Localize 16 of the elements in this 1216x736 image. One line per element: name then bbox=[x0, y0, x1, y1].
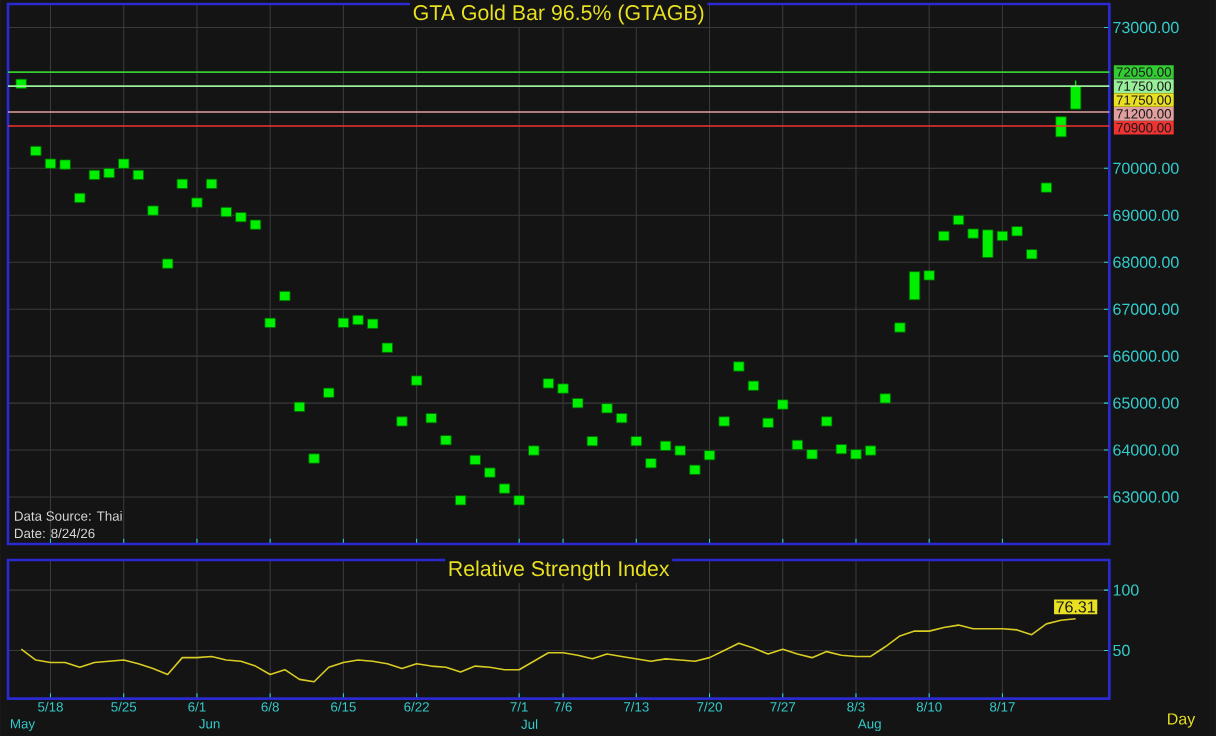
x-axis-title: Day bbox=[1168, 713, 1196, 728]
y-tick-label: 66000.00 bbox=[1113, 350, 1179, 362]
y-tick-label: 65000.00 bbox=[1113, 397, 1179, 409]
y-tick-label: 63000.00 bbox=[1113, 491, 1179, 503]
y-tick-label: 70000.00 bbox=[1113, 162, 1179, 175]
y-tick-label: 68000.00 bbox=[1113, 256, 1179, 268]
y-tick-label: 64000.00 bbox=[1113, 444, 1179, 456]
y-tick-label: 67000.00 bbox=[1113, 303, 1179, 315]
data-label: 76.31 bbox=[1056, 601, 1095, 613]
y-tick-label: 73000.00 bbox=[1113, 21, 1179, 34]
y-tick-label: 100 bbox=[1113, 584, 1139, 596]
candlestick bbox=[1069, 79, 1082, 110]
chart-title: Relative Strength Index bbox=[449, 560, 670, 581]
y-tick-label: 50 bbox=[1113, 644, 1130, 657]
chart-title: GTA Gold Bar 96.5% (GTAGB) bbox=[413, 4, 704, 25]
y-tick-label: 69000.00 bbox=[1113, 209, 1179, 221]
